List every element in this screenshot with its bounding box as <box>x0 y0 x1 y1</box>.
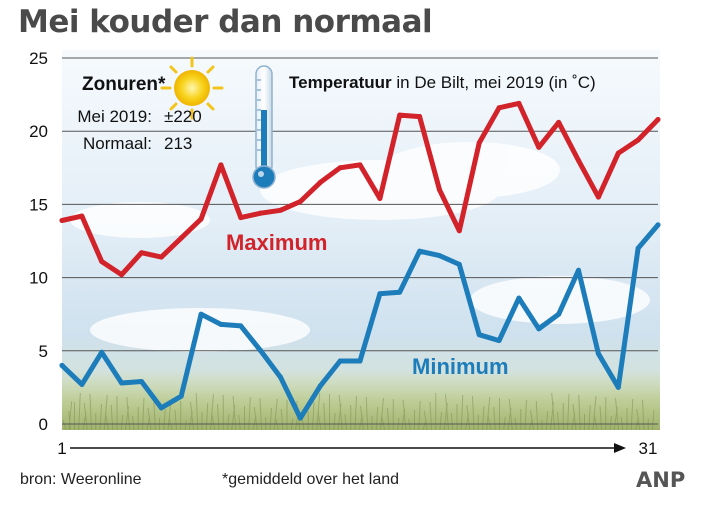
data-point-minimum <box>99 349 105 355</box>
grass-blades <box>62 392 655 431</box>
data-point-minimum <box>635 245 641 251</box>
data-point-minimum <box>615 384 621 390</box>
data-point-maximum <box>158 254 164 260</box>
data-point-minimum <box>536 326 542 332</box>
data-point-maximum <box>615 150 621 156</box>
data-point-minimum <box>258 348 264 354</box>
x-end-label: 31 <box>639 439 658 458</box>
source-note: bron: Weeronline <box>20 471 142 488</box>
data-point-maximum <box>178 235 184 241</box>
data-point-minimum <box>79 381 85 387</box>
chart-title-bold: Temperatuur <box>289 73 392 92</box>
data-point-minimum <box>436 253 442 259</box>
y-tick-label: 15 <box>29 195 48 214</box>
data-point-maximum <box>516 100 522 106</box>
data-point-minimum <box>178 393 184 399</box>
data-point-minimum <box>576 267 582 273</box>
data-point-minimum <box>417 248 423 254</box>
data-point-maximum <box>218 162 224 168</box>
data-point-minimum <box>317 383 323 389</box>
data-point-minimum <box>655 222 661 228</box>
y-tick-label: 5 <box>39 342 48 361</box>
data-point-maximum <box>417 114 423 120</box>
data-point-minimum <box>119 380 125 386</box>
legend-maximum: Maximum <box>226 230 327 255</box>
chart-title: Temperatuur in De Bilt, mei 2019 (in ˚C) <box>289 73 596 92</box>
y-tick-label: 20 <box>29 122 48 141</box>
data-point-maximum <box>99 258 105 264</box>
data-point-maximum <box>456 228 462 234</box>
data-point-minimum <box>397 289 403 295</box>
page-title: Mei kouder dan normaal <box>18 4 433 40</box>
x-start-label: 1 <box>57 439 66 458</box>
data-point-maximum <box>496 105 502 111</box>
data-point-minimum <box>198 311 204 317</box>
data-point-maximum <box>556 119 562 125</box>
sunhours-heading: Zonuren* <box>82 74 166 95</box>
data-point-maximum <box>635 137 641 143</box>
data-point-minimum <box>556 311 562 317</box>
data-point-maximum <box>595 194 601 200</box>
data-point-maximum <box>138 250 144 256</box>
data-point-maximum <box>436 187 442 193</box>
data-point-maximum <box>238 215 244 221</box>
data-point-minimum <box>138 379 144 385</box>
data-point-minimum <box>357 358 363 364</box>
data-point-minimum <box>337 358 343 364</box>
sky-background <box>62 50 660 430</box>
legend-minimum: Minimum <box>412 354 509 379</box>
chart-title-rest: in De Bilt, mei 2019 (in ˚C) <box>392 73 596 92</box>
data-point-maximum <box>377 196 383 202</box>
anp-logo: ANP <box>636 468 686 492</box>
data-point-minimum <box>595 351 601 357</box>
y-tick-label: 0 <box>39 415 48 434</box>
data-point-minimum <box>158 405 164 411</box>
data-point-minimum <box>278 374 284 380</box>
data-point-maximum <box>536 144 542 150</box>
data-point-minimum <box>476 332 482 338</box>
data-point-maximum <box>317 179 323 185</box>
data-point-maximum <box>258 210 264 216</box>
data-point-maximum <box>79 213 85 219</box>
data-point-minimum <box>377 291 383 297</box>
footnote: *gemiddeld over het land <box>222 471 400 488</box>
thermometer-icon <box>252 65 276 189</box>
data-point-maximum <box>357 162 363 168</box>
data-point-maximum <box>119 272 125 278</box>
sunhours-label-normal: Normaal: <box>83 134 152 153</box>
sun-icon <box>160 56 224 120</box>
data-point-maximum <box>337 165 343 171</box>
data-point-minimum <box>516 295 522 301</box>
data-point-maximum <box>476 140 482 146</box>
sunhours-value-normal: 213 <box>164 134 192 153</box>
sunhours-label-may: Mei 2019: <box>77 107 152 126</box>
data-point-maximum <box>576 157 582 163</box>
data-point-minimum <box>59 362 65 368</box>
sunhours-value-may: ±220 <box>164 107 202 126</box>
data-point-minimum <box>297 415 303 421</box>
data-point-minimum <box>238 323 244 329</box>
x-axis-arrow <box>70 443 626 453</box>
data-point-maximum <box>397 112 403 118</box>
data-point-minimum <box>456 261 462 267</box>
data-point-maximum <box>655 116 661 122</box>
data-point-maximum <box>297 198 303 204</box>
data-point-minimum <box>496 338 502 344</box>
data-point-maximum <box>278 207 284 213</box>
data-point-minimum <box>218 321 224 327</box>
data-point-maximum <box>59 218 65 224</box>
y-tick-label: 10 <box>29 269 48 288</box>
y-tick-label: 25 <box>29 49 48 68</box>
data-point-maximum <box>198 216 204 222</box>
